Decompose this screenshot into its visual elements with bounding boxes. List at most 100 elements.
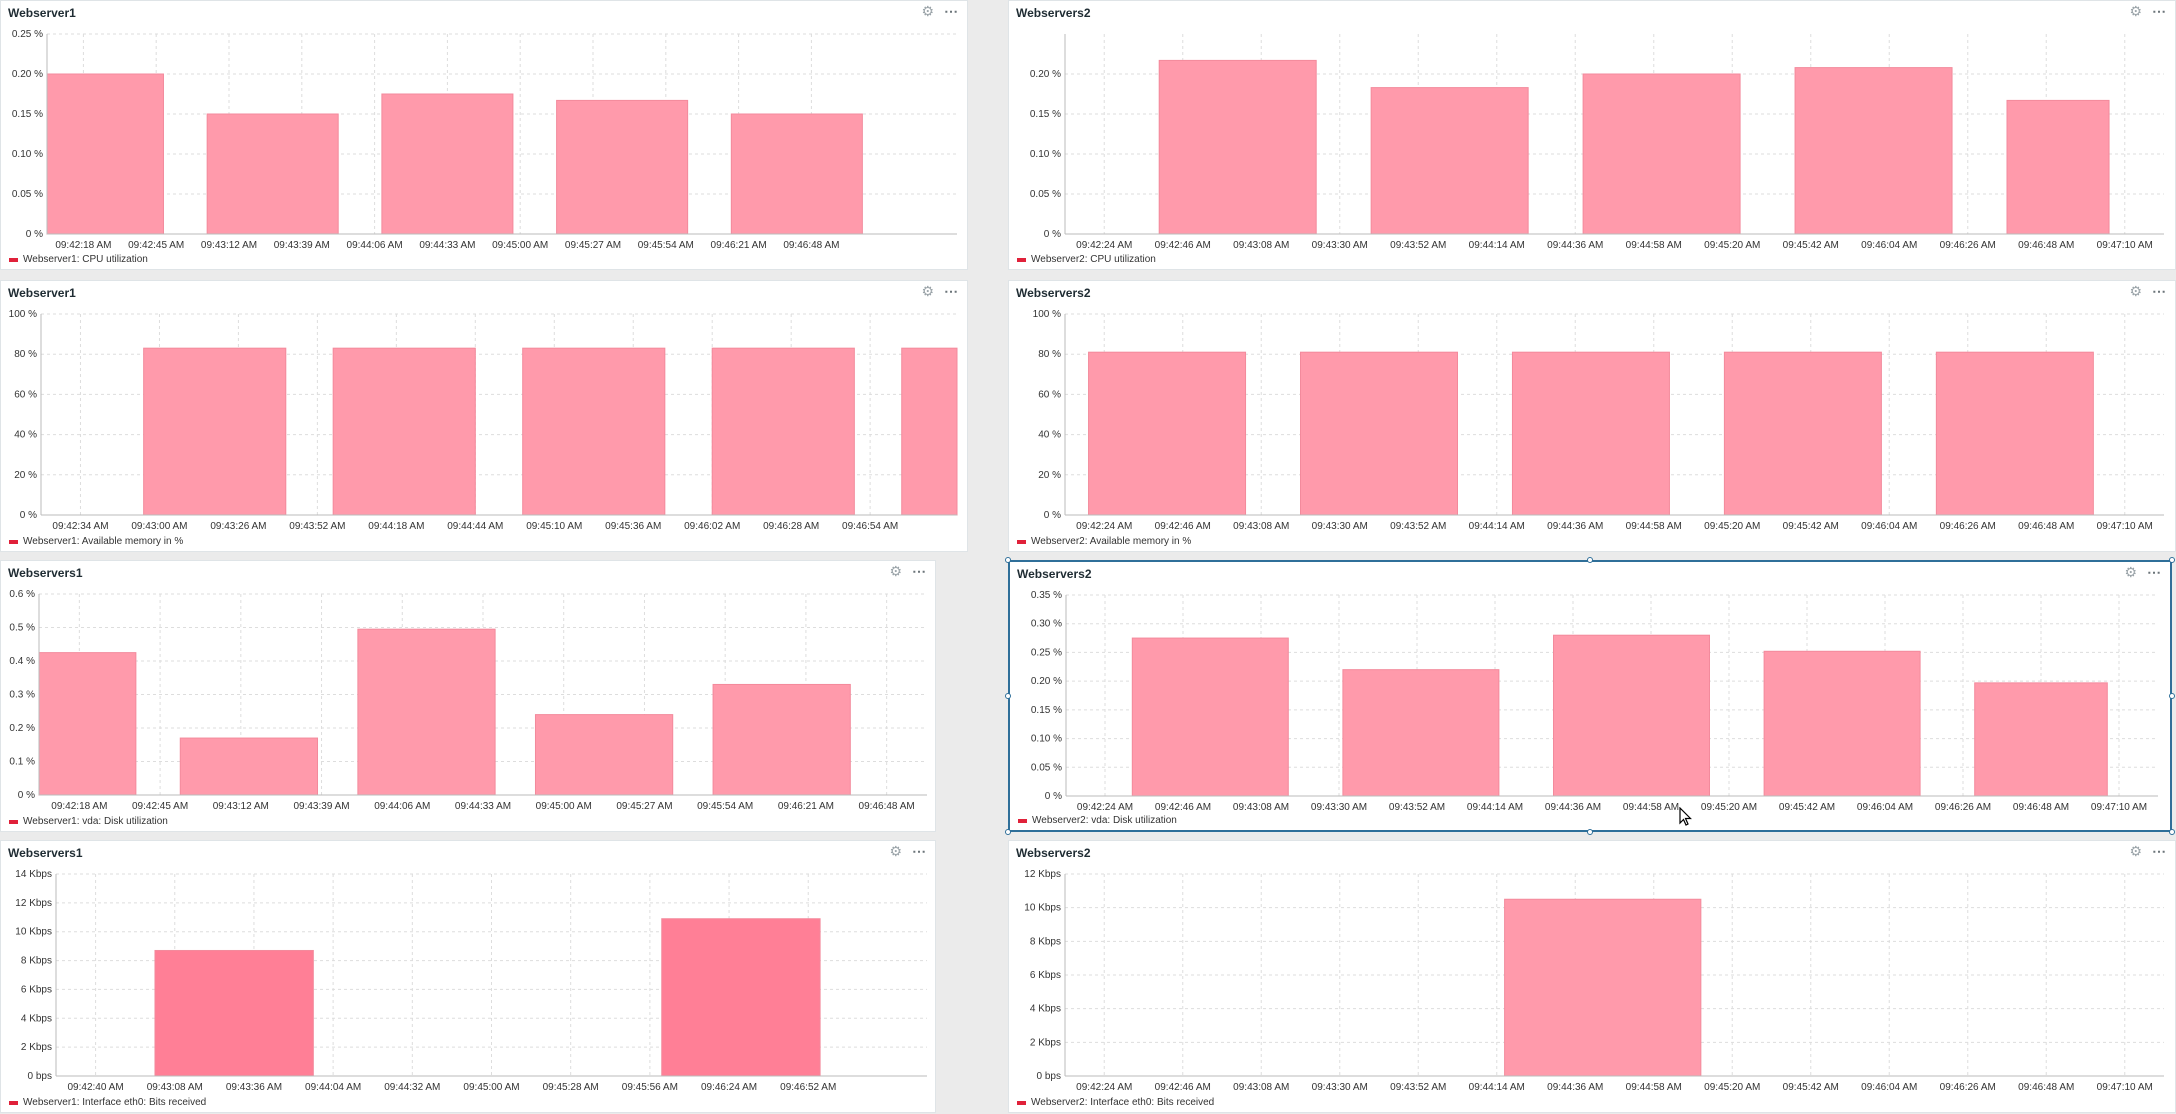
graph-widget[interactable]: 0 % 0.05 % 0.10 % 0.15 % 0.20 % 0.25 % 09:42:1… <box>0 0 968 270</box>
chart-bar <box>38 652 137 796</box>
x-tick-label: 09:43:08 AM <box>1233 240 1289 251</box>
resize-handle[interactable] <box>2169 693 2175 699</box>
gear-icon[interactable]: ⚙ <box>921 283 934 299</box>
widget-title: Webservers1 <box>8 566 83 580</box>
y-tick-label: 0.15 % <box>1031 705 1062 716</box>
chart-bar <box>1342 669 1500 797</box>
more-options-icon[interactable]: ⋯ <box>944 3 959 19</box>
gear-icon[interactable]: ⚙ <box>2124 564 2137 580</box>
y-tick-label: 0 bps <box>1037 1071 1061 1082</box>
more-options-icon[interactable]: ⋯ <box>2147 564 2162 580</box>
y-tick-label: 0 % <box>1044 229 1061 240</box>
x-tick-label: 09:43:39 AM <box>274 240 330 251</box>
resize-handle[interactable] <box>1587 557 1593 563</box>
x-tick-label: 09:46:26 AM <box>1940 1082 1996 1093</box>
x-tick-label: 09:43:52 AM <box>1390 1082 1446 1093</box>
x-tick-label: 09:45:42 AM <box>1779 802 1835 813</box>
graph-widget[interactable]: 0 % 20 % 40 % 60 % 80 % 100 % 09:42:24 AM 09:42… <box>1008 280 2176 552</box>
widget-title: Webservers1 <box>8 846 83 860</box>
mouse-cursor-icon <box>1679 807 1692 826</box>
y-tick-label: 0.10 % <box>1031 734 1062 745</box>
y-tick-label: 4 Kbps <box>1030 1004 1061 1015</box>
resize-handle[interactable] <box>1587 829 1593 835</box>
x-tick-label: 09:45:00 AM <box>536 801 592 812</box>
graph-widget[interactable]: 0 % 0.05 % 0.10 % 0.15 % 0.20 % 09:42:24 AM 09… <box>1008 0 2176 270</box>
resize-handle[interactable] <box>2169 557 2175 563</box>
x-tick-label: 09:44:33 AM <box>419 240 475 251</box>
x-tick-label: 09:43:52 AM <box>1389 802 1445 813</box>
gear-icon[interactable]: ⚙ <box>921 3 934 19</box>
resize-handle[interactable] <box>1005 829 1011 835</box>
x-tick-label: 09:42:46 AM <box>1155 521 1211 532</box>
widget-header-actions: ⚙ ⋯ <box>2124 565 2162 579</box>
chart-bar <box>1553 634 1710 797</box>
y-tick-label: 0.05 % <box>1030 189 1061 200</box>
x-tick-label: 09:46:04 AM <box>1861 240 1917 251</box>
x-tick-label: 09:46:26 AM <box>1940 240 1996 251</box>
chart-bar <box>1763 650 1921 797</box>
x-tick-label: 09:44:06 AM <box>374 801 430 812</box>
x-tick-label: 09:44:14 AM <box>1469 1082 1525 1093</box>
y-tick-label: 6 Kbps <box>1030 970 1061 981</box>
x-tick-label: 09:44:58 AM <box>1626 521 1682 532</box>
more-options-icon[interactable]: ⋯ <box>912 563 927 579</box>
y-tick-label: 0.5 % <box>9 623 35 634</box>
gear-icon[interactable]: ⚙ <box>2129 3 2142 19</box>
legend-label: Webserver2: vda: Disk utilization <box>1032 815 1177 826</box>
gear-icon[interactable]: ⚙ <box>2129 283 2142 299</box>
more-options-icon[interactable]: ⋯ <box>944 283 959 299</box>
graph-widget[interactable]: 0 % 0.1 % 0.2 % 0.3 % 0.4 % 0.5 % 0.6 % 09:42:1… <box>0 560 936 832</box>
graph-widget[interactable]: 0 % 0.05 % 0.10 % 0.15 % 0.20 % 0.25 % 0.30 % 0… <box>1008 560 2172 832</box>
legend-swatch <box>1017 539 1026 544</box>
widget-header-actions: ⚙ ⋯ <box>2129 844 2167 858</box>
chart-bar <box>154 949 314 1077</box>
x-tick-label: 09:45:54 AM <box>697 801 753 812</box>
x-tick-label: 09:42:45 AM <box>132 801 188 812</box>
y-tick-label: 0 % <box>1045 791 1062 802</box>
chart-bar <box>1504 898 1702 1077</box>
y-tick-label: 40 % <box>14 430 37 441</box>
more-options-icon[interactable]: ⋯ <box>2152 3 2167 19</box>
x-tick-label: 09:46:52 AM <box>780 1082 836 1093</box>
widget-header-actions: ⚙ ⋯ <box>921 4 959 18</box>
x-tick-label: 09:45:42 AM <box>1783 240 1839 251</box>
x-tick-label: 09:46:48 AM <box>859 801 915 812</box>
gear-icon[interactable]: ⚙ <box>889 843 902 859</box>
gear-icon[interactable]: ⚙ <box>2129 843 2142 859</box>
legend-label: Webserver2: CPU utilization <box>1031 254 1156 265</box>
resize-handle[interactable] <box>2169 829 2175 835</box>
x-tick-label: 09:42:24 AM <box>1076 1082 1132 1093</box>
resize-handle[interactable] <box>1005 693 1011 699</box>
x-tick-label: 09:44:14 AM <box>1467 802 1523 813</box>
y-tick-label: 20 % <box>1038 470 1061 481</box>
y-tick-label: 0.1 % <box>9 757 35 768</box>
y-tick-label: 0 % <box>1044 510 1061 521</box>
x-tick-label: 09:43:08 AM <box>1233 521 1289 532</box>
x-tick-label: 09:45:42 AM <box>1783 1082 1839 1093</box>
x-tick-label: 09:43:30 AM <box>1312 1082 1368 1093</box>
graph-widget[interactable]: 0 bps 2 Kbps 4 Kbps 6 Kbps 8 Kbps 10 Kbps 12 K… <box>1008 840 2176 1113</box>
more-options-icon[interactable]: ⋯ <box>2152 283 2167 299</box>
chart-legend: Webserver1: vda: Disk utilization <box>9 816 168 827</box>
more-options-icon[interactable]: ⋯ <box>912 843 927 859</box>
graph-widget[interactable]: 0 bps 2 Kbps 4 Kbps 6 Kbps 8 Kbps 10 Kbps 12 K… <box>0 840 936 1113</box>
y-tick-label: 8 Kbps <box>1030 936 1061 947</box>
legend-label: Webserver1: Available memory in % <box>23 536 184 547</box>
x-tick-label: 09:47:10 AM <box>2091 802 2147 813</box>
x-tick-label: 09:46:48 AM <box>2018 1082 2074 1093</box>
widget-title: Webservers2 <box>1016 846 1091 860</box>
gear-icon[interactable]: ⚙ <box>889 563 902 579</box>
chart-legend: Webserver1: Available memory in % <box>9 536 183 547</box>
y-tick-label: 0.6 % <box>9 589 35 600</box>
graph-widget[interactable]: 0 % 20 % 40 % 60 % 80 % 100 % 09:42:34 AM 09:43… <box>0 280 968 552</box>
x-tick-label: 09:43:12 AM <box>213 801 269 812</box>
x-tick-label: 09:45:27 AM <box>616 801 672 812</box>
y-tick-label: 0.05 % <box>1031 762 1062 773</box>
more-options-icon[interactable]: ⋯ <box>2152 843 2167 859</box>
x-tick-label: 09:42:24 AM <box>1077 802 1133 813</box>
x-tick-label: 09:46:04 AM <box>1857 802 1913 813</box>
legend-label: Webserver2: Interface eth0: Bits receive… <box>1031 1097 1215 1108</box>
y-tick-label: 0 % <box>20 510 37 521</box>
chart-bar <box>712 683 851 796</box>
resize-handle[interactable] <box>1005 557 1011 563</box>
